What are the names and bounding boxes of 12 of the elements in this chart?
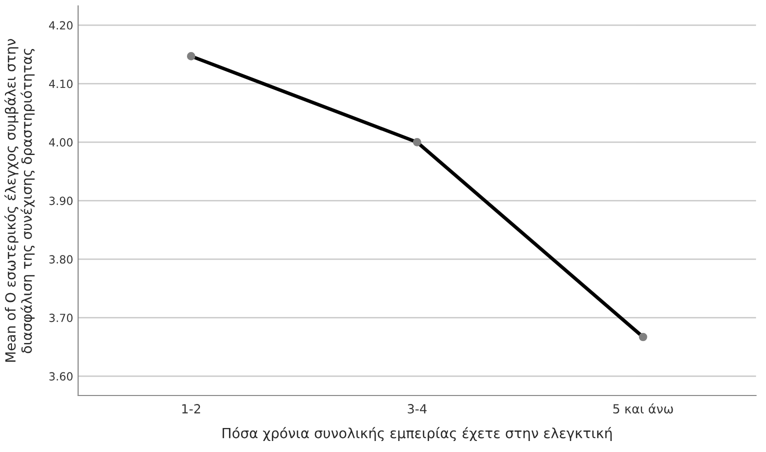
y-tick-label: 4.20 [49, 21, 73, 30]
x-axis-title: Πόσα χρόνια συνολικής εμπειρίας έχετε στην ελεγκτική [222, 427, 612, 442]
y-axis-title: Mean of Ο εσωτερικός έλεγχος συμβάλει στην διασφάλιση της συνέχισης δραστηριότητας [4, 38, 35, 362]
x-tick-label: 5 και άνω [613, 403, 673, 414]
y-tick-label: 4.00 [49, 138, 73, 147]
y-tick-label: 4.10 [49, 80, 73, 88]
y-tick-label: 3.90 [49, 196, 73, 206]
x-tick-label: 3-4 [408, 404, 427, 414]
y-tick-label: 3.60 [49, 372, 73, 381]
y-tick-label: 3.70 [49, 314, 73, 322]
x-tick-label: 1-2 [182, 404, 200, 414]
y-tick-label: 3.80 [49, 255, 73, 264]
